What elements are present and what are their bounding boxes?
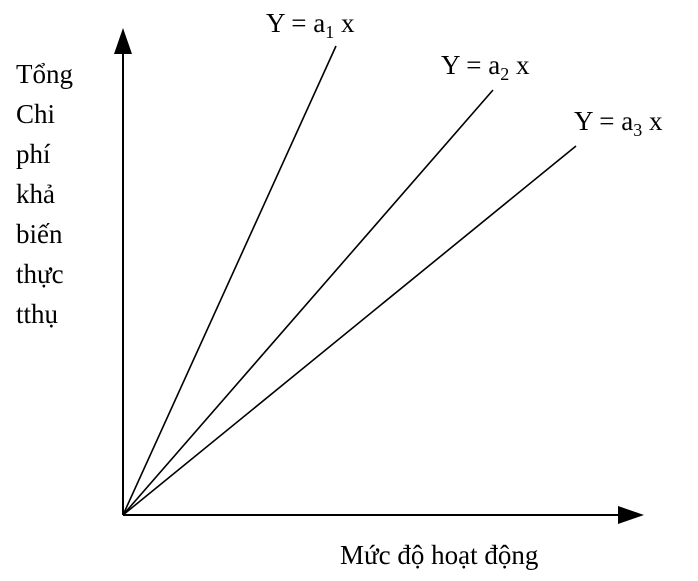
x-axis-arrow-icon xyxy=(618,506,644,524)
x-axis-label: Mức độ hoạt động xyxy=(340,540,539,570)
line-a1 xyxy=(122,45,337,516)
y-axis-label-line: Chi xyxy=(16,99,56,129)
y-axis-arrow-icon xyxy=(114,28,132,54)
label-line-a1: Y = a1 x xyxy=(266,8,355,42)
label-line-a2: Y = a2 x xyxy=(441,50,530,84)
y-axis-label-line: phí xyxy=(16,139,51,169)
y-axis-label-line: thực xyxy=(16,259,64,289)
line-a3 xyxy=(122,145,577,516)
y-axis-label-line: khả xyxy=(16,179,55,209)
y-axis-label-line: Tổng xyxy=(16,59,73,89)
label-line-a3: Y = a3 x xyxy=(574,106,663,140)
y-axis-label-line: biến xyxy=(16,219,63,249)
line-a2 xyxy=(122,89,494,516)
y-axis-label-line: tthụ xyxy=(16,299,59,329)
